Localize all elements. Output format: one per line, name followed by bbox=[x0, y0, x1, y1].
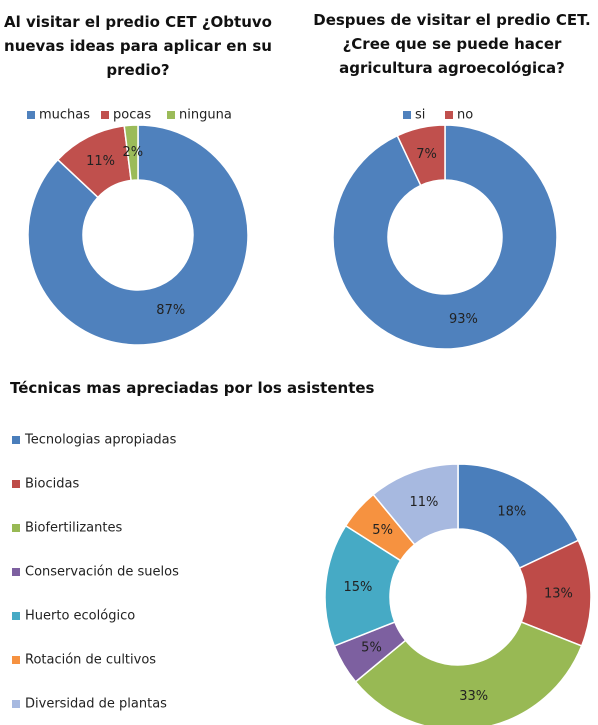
legend-swatch bbox=[445, 111, 453, 119]
legend-label: muchas bbox=[39, 108, 90, 123]
legend-swatch bbox=[12, 612, 20, 620]
data-label: 15% bbox=[343, 580, 372, 595]
legend-label: Conservación de suelos bbox=[25, 565, 179, 580]
data-label: 33% bbox=[459, 689, 488, 704]
data-label: 13% bbox=[544, 586, 573, 601]
legend-swatch bbox=[12, 656, 20, 664]
legend-label: Diversidad de plantas bbox=[25, 697, 167, 712]
legend-swatch bbox=[167, 111, 175, 119]
legend-swatch bbox=[12, 480, 20, 488]
data-label: 87% bbox=[156, 303, 185, 318]
legend-label: Biocidas bbox=[25, 477, 79, 492]
legend-swatch bbox=[27, 111, 35, 119]
legend-swatch bbox=[12, 700, 20, 708]
legend-label: Biofertilizantes bbox=[25, 521, 122, 536]
legend-swatch bbox=[101, 111, 109, 119]
legend-label: pocas bbox=[113, 108, 151, 123]
donut-segment bbox=[372, 463, 459, 546]
data-label: 11% bbox=[86, 154, 115, 169]
donut-segment bbox=[123, 124, 139, 182]
donut-segment bbox=[27, 124, 249, 346]
chart-title: Técnicas mas apreciadas por los asistent… bbox=[10, 379, 375, 397]
data-label: 11% bbox=[410, 495, 439, 510]
legend-swatch bbox=[12, 524, 20, 532]
data-label: 5% bbox=[372, 523, 393, 538]
legend-label: Tecnologias apropiadas bbox=[24, 433, 177, 448]
data-label: 18% bbox=[497, 505, 526, 520]
legend-label: si bbox=[415, 108, 425, 123]
data-label: 7% bbox=[416, 147, 437, 162]
legend-swatch bbox=[403, 111, 411, 119]
legend-swatch bbox=[12, 568, 20, 576]
donut-segment bbox=[396, 124, 446, 187]
donut-segment bbox=[354, 621, 583, 725]
legend-swatch bbox=[12, 436, 20, 444]
data-label: 2% bbox=[123, 145, 144, 160]
legend-label: Rotación de cultivos bbox=[25, 653, 156, 668]
legend-label: no bbox=[457, 108, 473, 123]
legend-label: ninguna bbox=[179, 108, 232, 123]
legend-label: Huerto ecológico bbox=[25, 609, 135, 624]
chart-title: Al visitar el predio CET ¿Obtuvo nuevas … bbox=[4, 13, 272, 79]
donut-segment bbox=[332, 124, 558, 350]
data-label: 93% bbox=[449, 312, 478, 327]
data-label: 5% bbox=[361, 641, 382, 656]
chart-title: Despues de visitar el predio CET. ¿Cree … bbox=[313, 11, 591, 77]
